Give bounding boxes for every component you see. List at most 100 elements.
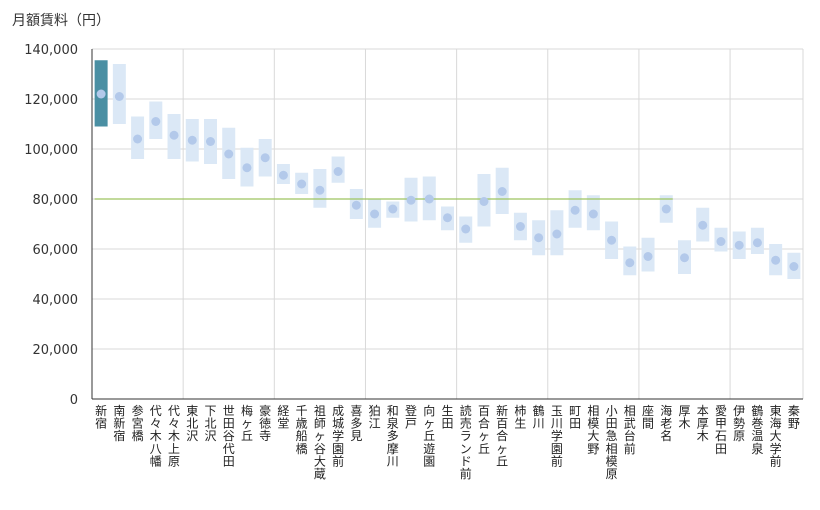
svg-text:学: 学: [770, 441, 782, 456]
svg-text:沢: 沢: [204, 429, 216, 443]
svg-text:川: 川: [551, 417, 563, 431]
svg-text:代: 代: [223, 442, 235, 456]
svg-text:ヶ: ヶ: [423, 417, 435, 431]
median-point-17: [388, 204, 398, 214]
median-point-7: [206, 137, 215, 146]
svg-text:梅: 梅: [241, 403, 253, 418]
x-tick-label: 登戸: [405, 403, 417, 431]
svg-text:橋: 橋: [132, 429, 144, 443]
svg-text:合: 合: [478, 416, 490, 431]
svg-text:谷: 谷: [223, 429, 235, 443]
svg-text:々: 々: [150, 417, 162, 431]
svg-text:豪: 豪: [259, 403, 271, 418]
svg-text:田: 田: [569, 417, 581, 431]
x-tick-label: 豪徳寺: [259, 403, 271, 443]
svg-text:沢: 沢: [186, 429, 198, 443]
svg-text:堂: 堂: [277, 417, 289, 431]
median-point-34: [698, 220, 708, 230]
x-tick-label: 南新宿: [113, 403, 125, 443]
svg-text:橋: 橋: [296, 442, 308, 456]
svg-text:北: 北: [186, 417, 198, 431]
y-tick-label: 120,000: [24, 93, 78, 108]
svg-text:川: 川: [533, 417, 545, 431]
svg-text:温: 温: [751, 429, 763, 443]
svg-text:江: 江: [369, 417, 381, 431]
x-tick-label: 参宮橋: [132, 403, 144, 443]
svg-text:南: 南: [113, 403, 125, 418]
svg-text:蔵: 蔵: [314, 467, 326, 481]
svg-text:甲: 甲: [715, 417, 727, 431]
svg-text:ヶ: ヶ: [478, 429, 490, 443]
svg-text:木: 木: [168, 429, 180, 443]
svg-text:新: 新: [496, 403, 508, 418]
median-point-18: [406, 195, 416, 205]
svg-text:泉: 泉: [751, 442, 763, 456]
median-point-33: [680, 253, 689, 263]
median-point-36: [734, 240, 744, 250]
svg-text:千: 千: [296, 404, 308, 418]
svg-text:ヶ: ヶ: [241, 417, 253, 431]
median-point-15: [351, 200, 361, 210]
x-tick-label: 東北沢: [186, 404, 198, 443]
svg-text:田: 田: [441, 417, 453, 431]
median-point-4: [151, 117, 161, 126]
median-point-6: [187, 135, 197, 145]
svg-text:木: 木: [678, 417, 690, 431]
svg-text:間: 間: [642, 417, 654, 431]
svg-text:歳: 歳: [296, 417, 308, 431]
median-point-21: [461, 224, 471, 234]
median-point-27: [570, 205, 580, 215]
svg-text:和: 和: [387, 404, 399, 418]
x-tick-label: 生田: [441, 404, 453, 431]
svg-text:喜: 喜: [350, 404, 362, 418]
svg-text:生: 生: [514, 417, 526, 431]
median-point-19: [424, 194, 434, 204]
y-tick-label: 140,000: [24, 43, 78, 58]
svg-text:下: 下: [204, 404, 216, 418]
x-tick-label: 本厚木: [697, 404, 709, 443]
median-point-32: [661, 204, 671, 214]
svg-text:相: 相: [587, 404, 599, 418]
svg-text:読: 読: [460, 403, 472, 418]
median-point-5: [169, 130, 179, 140]
svg-text:東: 東: [186, 404, 198, 418]
svg-text:田: 田: [715, 442, 727, 456]
median-point-39: [789, 262, 799, 271]
median-point-13: [315, 185, 325, 195]
svg-text:玉: 玉: [551, 404, 563, 418]
svg-text:前: 前: [460, 466, 472, 481]
svg-text:大: 大: [770, 429, 782, 443]
y-tick-label: 0: [70, 393, 78, 408]
svg-text:城: 城: [332, 417, 344, 431]
x-tick-label: 海老名: [660, 403, 672, 443]
median-point-29: [607, 235, 617, 245]
svg-text:幡: 幡: [150, 453, 162, 468]
svg-text:ラ: ラ: [460, 429, 472, 443]
svg-text:百: 百: [478, 404, 490, 418]
svg-text:小: 小: [606, 404, 618, 418]
x-tick-label: 鶴川: [533, 403, 545, 431]
y-tick-label: 40,000: [33, 293, 79, 308]
svg-text:摩: 摩: [387, 441, 399, 456]
median-point-8: [224, 149, 234, 159]
svg-text:原: 原: [168, 454, 180, 468]
svg-text:田: 田: [223, 454, 235, 468]
svg-text:登: 登: [405, 403, 417, 418]
median-point-26: [552, 229, 562, 239]
y-axis: 0 20,000 40,000 60,000 80,000 100,000 120,000 1…: [24, 43, 93, 408]
svg-text:老: 老: [660, 417, 672, 431]
svg-text:ヶ: ヶ: [314, 429, 326, 443]
svg-text:本: 本: [697, 404, 709, 418]
median-point-3: [133, 134, 143, 144]
svg-text:学: 学: [332, 428, 344, 443]
svg-text:伊: 伊: [733, 404, 745, 418]
